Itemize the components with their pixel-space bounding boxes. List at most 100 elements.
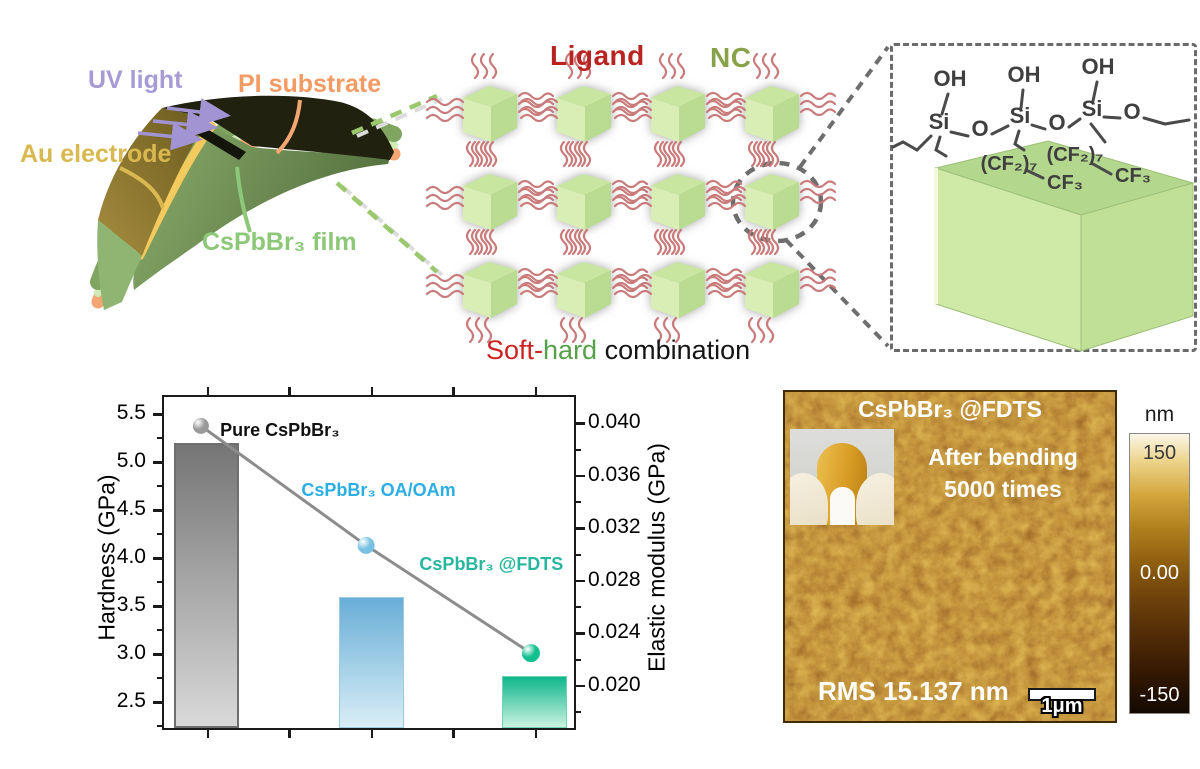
nanocrystal-cube-large [934, 140, 1195, 352]
right-axis-tick-label: 0.036 [588, 462, 641, 486]
x-axis-top-tick [534, 387, 538, 395]
left-axis-tick-label: 3.0 [116, 641, 146, 665]
nanocrystal-cell [705, 226, 837, 354]
nanocrystal-cube [425, 52, 555, 168]
nanocrystal-cell [611, 50, 743, 178]
series-annotation: Pure CsPbBr₃ [220, 420, 340, 441]
right-axis-title: Elastic modulus (GPa) [643, 443, 670, 672]
film-leader-line [235, 166, 252, 233]
left-axis-minor-tick [157, 437, 162, 440]
series-annotation: CsPbBr₃ @FDTS [419, 553, 564, 574]
left-axis-tick [153, 413, 162, 416]
left-axis-minor-tick [157, 485, 162, 488]
right-axis-minor-tick [576, 553, 581, 556]
left-axis-tick-label: 3.5 [116, 593, 146, 617]
o-label-3: O [1123, 99, 1140, 124]
uv-arrows [137, 98, 231, 151]
right-axis-tick [576, 579, 585, 583]
afm-title: CsPbBr₃ @FDTS [858, 396, 1042, 422]
soft-hard-caption: Soft-hard combination [486, 335, 750, 366]
caption-soft: Soft- [486, 335, 544, 365]
left-axis-tick-label: 4.0 [116, 545, 146, 569]
left-axis-minor-tick [157, 629, 162, 632]
right-axis-tick-label: 0.032 [588, 515, 641, 539]
oh-label-1: OH [934, 66, 967, 91]
si-label-1: Si [929, 109, 950, 134]
right-axis-minor-tick [576, 448, 581, 451]
nc-label: NC [710, 42, 752, 73]
left-axis-tick [153, 605, 162, 608]
nanocrystal-cube [707, 140, 837, 256]
film-top-surface [133, 126, 391, 290]
right-axis-tick [576, 527, 585, 530]
chart-bar [339, 596, 405, 728]
au-leader-line [119, 166, 165, 209]
chart-bar [174, 443, 240, 728]
cf2-label-1: (CF₂)₇ [981, 153, 1038, 175]
nanocrystal-cell [517, 226, 649, 354]
nanocrystal-cell [517, 138, 649, 266]
device-schematic: UV light PI substrate Au electrode CsPbB… [20, 66, 402, 310]
left-axis-minor-tick [157, 533, 162, 536]
nanocrystal-cube [613, 228, 743, 344]
x-axis-top-tick [370, 387, 374, 395]
nanocrystal-cube [613, 52, 743, 168]
nanocrystal-cube [707, 52, 837, 168]
cf2-label-2: (CF₂)₇ [1047, 144, 1104, 166]
colorbar-min: -150 [1139, 684, 1180, 706]
x-axis-tick [534, 730, 538, 738]
left-axis-tick [153, 461, 162, 464]
pi-substrate-label: PI substrate [238, 70, 381, 98]
film-front-face [97, 220, 142, 310]
afm-image: CsPbBr₃ @FDTS After bending 5000 times R… [783, 390, 1117, 723]
right-axis-tick [576, 632, 585, 635]
hardness-modulus-chart: Hardness (GPa) Elastic modulus (GPa) 2.5… [94, 385, 675, 769]
x-axis-tick [288, 730, 291, 738]
modulus-line-layer [192, 417, 540, 663]
colorbar-unit: nm [1144, 403, 1175, 426]
nanocrystal-cube [519, 140, 649, 256]
nanocrystal-cube [613, 140, 743, 256]
au-electrode-label: Au electrode [20, 140, 172, 168]
o-label-1: O [971, 116, 988, 141]
colorbar-mid: 0.00 [1140, 562, 1179, 585]
x-axis-tick [370, 730, 374, 738]
ligand-label: Ligand [550, 40, 645, 71]
left-axis-minor-tick [157, 581, 162, 584]
colorbar-max: 150 [1142, 442, 1177, 464]
nanocrystal-cell [517, 50, 649, 178]
x-axis-tick [452, 730, 455, 738]
left-axis-tick [153, 653, 162, 656]
nanocrystal-cell [423, 138, 555, 266]
left-axis-tick-label: 5.5 [116, 401, 146, 425]
afm-rms-value: RMS 15.137 nm [818, 676, 1009, 706]
cf3-label-2: CF₃ [1115, 165, 1151, 187]
fdts-structure: OH OH OH Si Si Si O O O (CF₂)₇ (CF₂)₇ CF… [891, 54, 1195, 352]
series-annotation: CsPbBr₃ OA/OAm [301, 480, 456, 501]
left-axis-tick-label: 5.0 [116, 449, 146, 473]
nanocrystal-cell [705, 138, 837, 266]
pi-leader-line [275, 99, 302, 155]
oh-label-3: OH [1082, 54, 1115, 79]
cf3-label-1: CF₃ [1047, 172, 1083, 194]
right-axis-tick-label: 0.020 [588, 672, 641, 696]
nanocrystal-cell [705, 50, 837, 178]
nanocrystal-cube [425, 140, 555, 256]
right-axis-tick-label: 0.040 [588, 410, 641, 434]
si-label-2: Si [1010, 103, 1031, 128]
afm-bending-line1: After bending [928, 444, 1078, 470]
left-axis-tick [153, 701, 162, 704]
fdts-structure-panel: OH OH OH Si Si Si O O O (CF₂)₇ (CF₂)₇ CF… [890, 43, 1197, 352]
right-axis-tick-label: 0.024 [588, 620, 641, 644]
film-label: CsPbBr₃ film [202, 228, 357, 256]
nanocrystal-cube [425, 228, 555, 344]
uv-light-label: UV light [88, 66, 183, 94]
caption-rest: combination [597, 335, 751, 365]
right-axis-minor-tick [576, 658, 581, 661]
nanocrystal-cell [423, 226, 555, 354]
oh-label-2: OH [1008, 62, 1041, 87]
x-axis-top-tick [288, 387, 291, 395]
bent-film-photo [790, 429, 894, 525]
nanocrystal-cell [423, 50, 555, 178]
caption-hard: hard [543, 335, 598, 365]
